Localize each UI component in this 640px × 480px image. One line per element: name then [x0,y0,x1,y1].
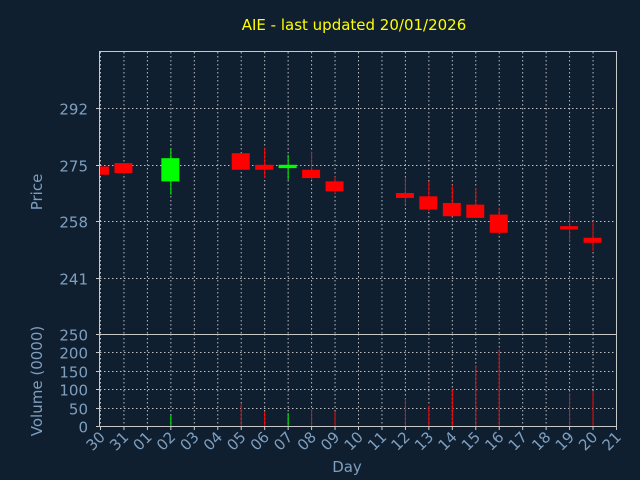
candle-body [101,166,109,175]
x-axis: 3031010203040506070809101112131415161718… [83,426,625,454]
x-tick-label: 04 [200,428,226,454]
volume-tick-label: 0 [78,419,88,437]
price-axis-label: Price [28,174,46,211]
candle-body [489,214,508,233]
volume-tick-label: 50 [69,401,88,419]
volume-tick-label: 250 [59,327,88,345]
x-tick-label: 06 [247,428,273,454]
volume-tick-label: 150 [59,364,88,382]
candle-body [419,196,438,210]
x-tick-label: 07 [270,428,296,454]
volume-grid [100,334,617,426]
candle-body [395,193,414,198]
candle-body [231,153,250,170]
x-tick-label: 20 [575,428,601,454]
x-tick-label: 17 [505,428,531,454]
x-tick-label: 19 [552,428,578,454]
volume-axis-label: Volume (0000) [28,326,46,436]
price-candles [100,148,602,252]
price-tick-label: 258 [59,214,88,232]
chart-title: AIE - last updated 20/01/2026 [242,16,467,34]
x-tick-label: 03 [176,428,202,454]
price-grid [100,52,617,334]
candle-body [325,181,344,192]
volume-bars [170,349,594,426]
x-tick-label: 09 [317,428,343,454]
candle-body [442,202,461,217]
candle-body [161,158,180,182]
volume-panel-frame [99,334,617,427]
x-tick-label: 01 [130,428,156,454]
price-axis: 241 258 275 292 [59,101,100,289]
x-tick-label: 16 [481,428,507,454]
x-tick-label: 11 [364,428,390,454]
x-tick-label: 15 [458,428,484,454]
candle-body [255,164,274,170]
x-tick-label: 02 [153,428,179,454]
x-tick-label: 10 [341,428,367,454]
volume-tick-label: 100 [59,382,88,400]
candle-body [583,237,602,243]
x-tick-label: 21 [599,428,625,454]
candle-body [302,169,321,179]
volume-tick-label: 200 [59,345,88,363]
price-tick-label: 275 [59,158,88,176]
x-tick-label: 13 [411,428,437,454]
x-tick-label: 14 [434,428,460,454]
price-tick-label: 292 [59,101,88,119]
x-tick-label: 31 [106,428,132,454]
x-tick-label: 08 [294,428,320,454]
x-axis-label: Day [332,458,362,476]
x-tick-label: 05 [223,428,249,454]
candle-body [278,164,297,169]
candle-body [560,226,579,230]
x-tick-label: 18 [528,428,554,454]
candle-body [466,204,485,218]
x-tick-label: 12 [388,428,414,454]
price-tick-label: 241 [59,271,88,289]
candle-body [114,163,133,174]
